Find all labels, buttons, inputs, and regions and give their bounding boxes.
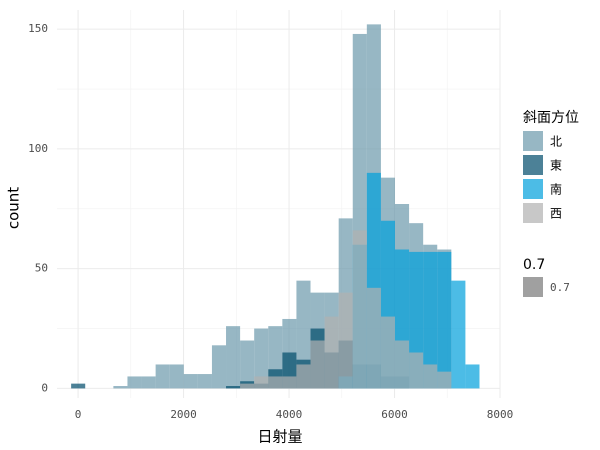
bar — [310, 340, 325, 389]
bar — [366, 287, 381, 389]
bar — [211, 345, 227, 389]
bar — [183, 374, 198, 389]
bar — [423, 364, 438, 389]
bar — [240, 383, 255, 389]
x-axis-title: 日射量 — [257, 428, 302, 446]
alpha-legend-title: 0.7 — [523, 257, 545, 273]
bar — [169, 364, 184, 389]
bar — [240, 340, 255, 389]
legend-title: 斜面方位 — [523, 110, 579, 126]
x-tick-label: 4000 — [276, 408, 303, 421]
bar — [141, 376, 156, 389]
bar — [352, 230, 367, 389]
bar — [254, 328, 269, 389]
bar — [324, 316, 339, 389]
legend-label: 西 — [550, 207, 562, 221]
bar — [155, 364, 170, 389]
bar — [226, 326, 241, 389]
bar — [268, 376, 283, 389]
bar — [127, 376, 142, 389]
bar — [296, 364, 311, 389]
bar — [437, 371, 452, 389]
bar — [338, 292, 353, 389]
x-tick-label: 6000 — [381, 408, 408, 421]
bar — [423, 251, 438, 389]
bar — [380, 316, 395, 389]
bar — [409, 352, 424, 389]
bar — [465, 364, 480, 389]
y-tick-label: 150 — [28, 22, 48, 35]
bar — [197, 374, 212, 389]
y-tick-label: 100 — [28, 142, 48, 155]
alpha-legend-label: 0.7 — [550, 281, 570, 294]
y-axis-title: count — [5, 187, 23, 229]
bar — [282, 376, 297, 389]
y-tick-label: 0 — [41, 381, 48, 394]
bar — [113, 386, 128, 389]
x-tick-label: 8000 — [487, 408, 514, 421]
legend-label: 北 — [550, 135, 562, 149]
legend-label: 南 — [550, 182, 562, 197]
bar — [254, 376, 269, 389]
legend-key — [523, 131, 543, 151]
x-tick-label: 2000 — [170, 408, 197, 421]
bar — [451, 280, 466, 389]
legend-label: 東 — [550, 159, 562, 173]
legend-key — [523, 203, 543, 223]
y-tick-label: 50 — [35, 262, 48, 275]
legend-key — [523, 155, 543, 175]
bar — [437, 251, 452, 389]
x-tick-label: 0 — [75, 408, 82, 421]
bar — [71, 383, 86, 389]
alpha-legend-key — [523, 277, 543, 297]
plot-area — [57, 10, 501, 398]
bar — [394, 340, 410, 389]
bar — [226, 386, 241, 389]
legend-key — [523, 179, 543, 199]
